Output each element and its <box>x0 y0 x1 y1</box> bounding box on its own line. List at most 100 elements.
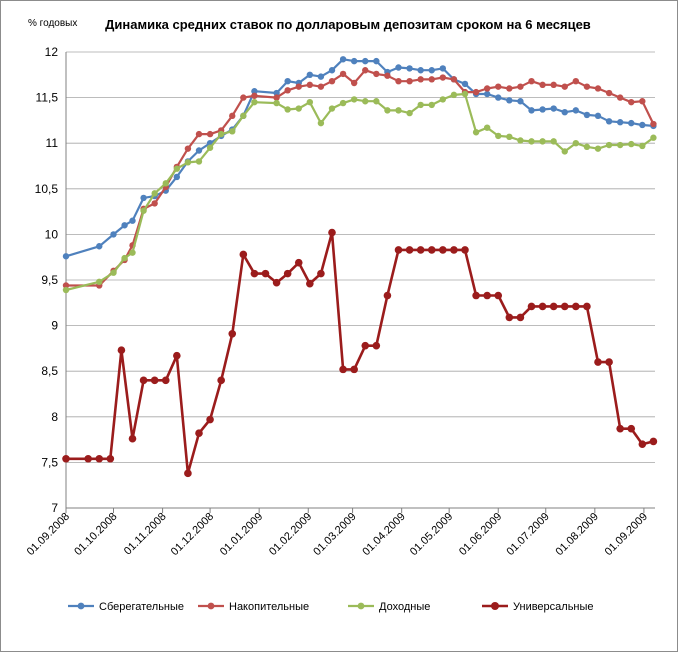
data-point <box>328 228 336 237</box>
data-point <box>406 65 413 72</box>
data-point <box>594 145 602 152</box>
y-tick-label: 10 <box>45 227 59 241</box>
data-point <box>583 143 591 151</box>
data-point <box>461 246 469 254</box>
data-point <box>628 140 635 148</box>
legend-label: Накопительные <box>229 601 309 613</box>
data-point <box>594 358 602 366</box>
data-point <box>517 83 524 90</box>
series-group <box>62 228 658 478</box>
data-point <box>616 141 624 149</box>
data-point <box>450 91 458 99</box>
data-point <box>439 74 447 81</box>
data-point <box>395 64 402 71</box>
data-point <box>273 99 280 107</box>
data-point <box>317 83 325 90</box>
data-point <box>583 83 591 90</box>
data-point <box>362 67 369 74</box>
data-point <box>372 341 381 350</box>
data-point <box>639 98 646 105</box>
data-point <box>362 98 369 105</box>
data-point <box>561 83 568 90</box>
data-point <box>417 101 424 109</box>
data-point <box>383 291 392 300</box>
data-point <box>627 424 636 433</box>
data-point <box>628 119 635 127</box>
data-point <box>461 90 469 98</box>
data-point <box>195 130 203 138</box>
data-point <box>251 88 258 95</box>
data-point <box>350 79 358 87</box>
y-tick-label: 7 <box>51 501 58 515</box>
data-point <box>616 119 624 126</box>
data-point <box>339 365 347 374</box>
legend-label: Доходные <box>379 601 430 613</box>
y-axis-tick-labels: 7 7,5 8 8,5 9 9,5 10 10,5 11 11,5 12 <box>35 45 59 515</box>
y-tick-label: 10,5 <box>35 182 59 196</box>
data-point <box>583 111 591 119</box>
data-point <box>217 376 225 385</box>
data-point <box>528 107 535 114</box>
data-point <box>516 313 525 322</box>
legend-swatch-marker <box>491 602 499 610</box>
x-tick-label: 01.09.2009 <box>603 511 650 558</box>
data-point <box>417 67 424 74</box>
data-point <box>284 87 291 94</box>
data-point <box>650 134 657 141</box>
data-point <box>506 85 513 92</box>
series-group <box>62 56 657 260</box>
data-point <box>373 57 380 65</box>
data-point <box>306 98 314 106</box>
data-point <box>550 105 557 112</box>
data-point <box>195 147 203 154</box>
data-point <box>151 190 158 197</box>
x-axis-tick-labels: 01.09.2008 01.10.2008 01.11.2008 01.12.2008… <box>25 511 650 558</box>
data-point <box>428 101 435 109</box>
x-tick-label: 01.02.2009 <box>267 511 314 558</box>
data-point <box>539 138 546 145</box>
data-point <box>572 107 580 114</box>
series-line <box>66 231 654 475</box>
legend-item: Накопительные <box>198 601 309 613</box>
data-point <box>195 429 203 438</box>
legend-swatch-marker <box>77 602 85 610</box>
data-point <box>240 94 247 101</box>
data-point <box>450 246 458 254</box>
data-point <box>240 112 247 120</box>
x-tick-label: 01.04.2009 <box>360 511 407 558</box>
x-tick-label: 01.12.2008 <box>169 511 216 558</box>
data-point <box>206 144 214 151</box>
data-point <box>483 85 491 92</box>
data-point <box>517 137 524 144</box>
data-point <box>405 246 414 254</box>
legend-label: Сберегательные <box>99 601 184 613</box>
data-point <box>528 138 535 145</box>
series-lines <box>62 56 658 478</box>
data-point <box>605 118 613 125</box>
data-point <box>140 207 147 214</box>
data-point <box>495 94 502 101</box>
data-point <box>638 440 647 448</box>
data-point <box>439 96 447 103</box>
y-tick-label: 12 <box>45 45 59 59</box>
data-point <box>605 358 613 366</box>
data-point <box>173 351 181 360</box>
data-point <box>295 83 302 90</box>
data-point <box>406 109 413 117</box>
data-point <box>550 138 557 145</box>
data-point <box>550 81 557 89</box>
data-point <box>572 302 580 311</box>
data-point <box>139 376 148 385</box>
data-point <box>439 246 447 254</box>
data-point <box>583 302 591 311</box>
data-point <box>361 341 370 350</box>
x-tick-label: 01.10.2008 <box>72 511 119 558</box>
data-point <box>62 282 70 289</box>
data-point <box>294 258 303 267</box>
data-point <box>483 90 491 98</box>
data-point <box>538 302 547 311</box>
data-point <box>110 269 117 276</box>
y-tick-label: 11 <box>46 136 59 150</box>
x-tick-label: 01.11.2008 <box>122 511 169 558</box>
data-point <box>628 98 635 106</box>
